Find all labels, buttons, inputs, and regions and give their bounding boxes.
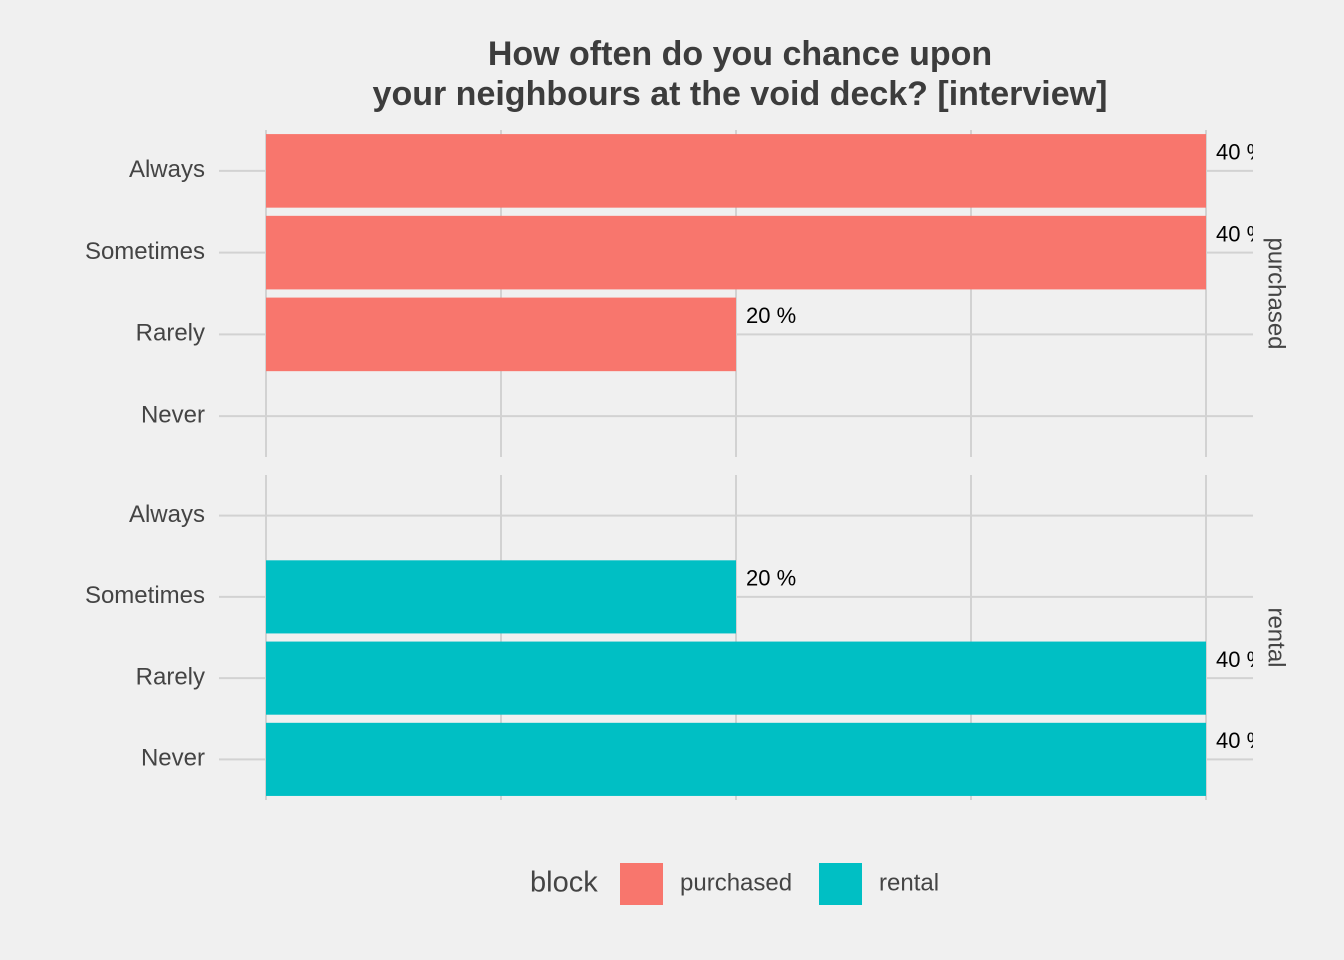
legend-swatch xyxy=(620,863,663,905)
legend-title: block xyxy=(530,867,598,899)
chart-title: How often do you chance upon your neighb… xyxy=(372,35,1108,113)
bar xyxy=(266,215,1206,290)
legend-label: rental xyxy=(879,869,939,896)
y-tick-label: Sometimes xyxy=(85,582,205,609)
y-tick-label: Always xyxy=(129,156,205,183)
bar xyxy=(266,560,736,634)
bar xyxy=(266,722,1206,796)
y-tick-label: Never xyxy=(141,745,205,772)
y-tick-label: Sometimes xyxy=(85,238,205,265)
strip-label: purchased xyxy=(1263,237,1290,349)
value-label: 20 % xyxy=(746,303,796,328)
bar xyxy=(266,641,1206,715)
legend-swatch xyxy=(819,863,862,905)
value-label: 40 % xyxy=(1216,221,1266,246)
strip-label: rental xyxy=(1263,607,1290,667)
bar xyxy=(266,134,1206,208)
bar xyxy=(266,297,736,372)
panel: 20 % 40 % 40 % xyxy=(266,560,1266,796)
value-label: 40 % xyxy=(1216,728,1266,753)
y-tick-label: Always xyxy=(129,501,205,528)
panel: 40 % 40 % 20 % xyxy=(266,134,1266,372)
y-tick-label: Rarely xyxy=(136,663,205,690)
y-tick-label: Never xyxy=(141,401,205,428)
value-label: 20 % xyxy=(746,566,796,591)
value-label: 40 % xyxy=(1216,647,1266,672)
y-tick-label: Rarely xyxy=(136,320,205,347)
legend-label: purchased xyxy=(680,869,792,896)
value-label: 40 % xyxy=(1216,140,1266,165)
